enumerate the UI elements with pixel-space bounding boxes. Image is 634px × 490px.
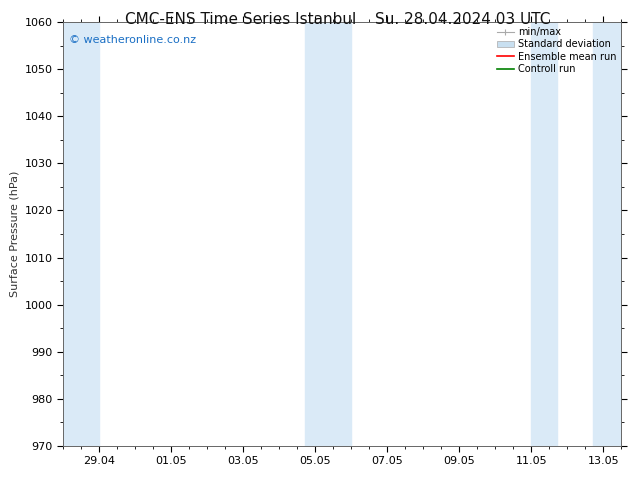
Y-axis label: Surface Pressure (hPa): Surface Pressure (hPa) (10, 171, 19, 297)
Bar (531, 22, 557, 446)
Bar (304, 22, 326, 446)
Bar (593, 22, 621, 446)
Text: © weatheronline.co.nz: © weatheronline.co.nz (69, 35, 196, 45)
Bar (326, 22, 351, 446)
Text: Su. 28.04.2024 03 UTC: Su. 28.04.2024 03 UTC (375, 12, 550, 27)
Text: CMC-ENS Time Series Istanbul: CMC-ENS Time Series Istanbul (126, 12, 356, 27)
Legend: min/max, Standard deviation, Ensemble mean run, Controll run: min/max, Standard deviation, Ensemble me… (495, 25, 618, 76)
Bar (63, 22, 100, 446)
